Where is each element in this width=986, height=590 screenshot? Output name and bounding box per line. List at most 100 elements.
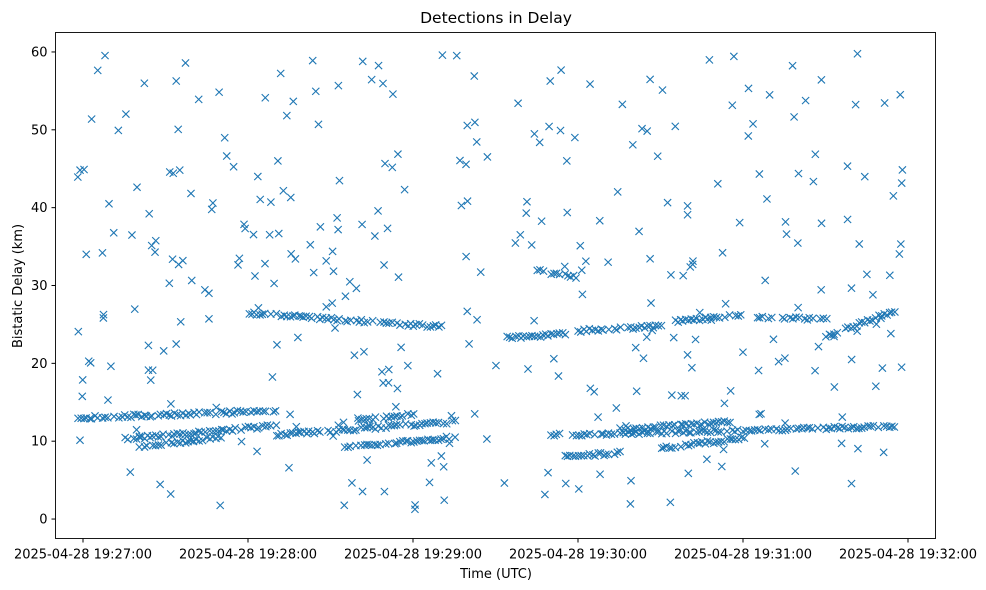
data-point xyxy=(282,111,291,120)
data-point xyxy=(679,271,688,280)
data-point xyxy=(733,425,742,434)
data-point xyxy=(147,241,156,250)
data-point xyxy=(801,96,810,105)
data-point xyxy=(439,419,448,428)
data-point xyxy=(857,424,866,433)
data-point xyxy=(519,332,528,341)
data-point xyxy=(245,309,254,318)
data-point xyxy=(146,376,155,385)
data-point xyxy=(393,384,402,393)
data-point xyxy=(215,88,224,97)
data-point xyxy=(156,480,165,489)
data-point xyxy=(79,414,88,423)
data-point xyxy=(876,314,885,323)
data-point xyxy=(291,254,300,263)
chart-title: Detections in Delay xyxy=(420,9,572,27)
x-tick-label: 2025-04-28 19:30:00 xyxy=(509,548,647,563)
x-tick-label: 2025-04-28 19:32:00 xyxy=(839,548,977,563)
data-point xyxy=(718,248,727,257)
data-point xyxy=(350,351,359,360)
data-point xyxy=(439,462,448,471)
data-point xyxy=(704,420,713,429)
data-point xyxy=(653,152,662,161)
data-point xyxy=(151,248,160,257)
data-point xyxy=(817,75,826,84)
data-point xyxy=(871,382,880,391)
data-point xyxy=(234,260,243,269)
data-point xyxy=(712,313,721,322)
data-point xyxy=(379,378,388,387)
data-point xyxy=(560,262,569,271)
data-point xyxy=(601,450,610,459)
data-point xyxy=(594,413,603,422)
x-tick-label: 2025-04-28 19:27:00 xyxy=(14,548,152,563)
y-tick-label: 0 xyxy=(39,513,47,528)
data-point xyxy=(289,311,298,320)
data-point xyxy=(658,86,667,95)
data-point xyxy=(388,90,397,99)
data-point xyxy=(688,257,697,266)
data-point xyxy=(896,90,905,99)
data-point xyxy=(431,418,440,427)
data-point xyxy=(643,427,652,436)
data-point xyxy=(140,79,149,88)
data-point xyxy=(154,441,163,450)
data-point xyxy=(555,329,564,338)
data-point xyxy=(663,198,672,207)
data-point xyxy=(837,439,846,448)
data-point xyxy=(782,230,791,239)
data-point xyxy=(334,225,343,234)
data-point xyxy=(739,427,748,436)
data-point xyxy=(256,310,265,319)
data-point xyxy=(463,197,472,206)
data-point xyxy=(437,452,446,461)
data-point xyxy=(465,339,474,348)
data-point xyxy=(736,310,745,319)
data-point xyxy=(857,318,866,326)
data-point xyxy=(616,447,625,456)
data-point xyxy=(669,333,678,342)
data-point xyxy=(286,410,295,419)
data-point xyxy=(738,348,747,357)
data-point xyxy=(259,407,268,416)
data-point xyxy=(103,413,112,422)
data-point xyxy=(838,413,847,422)
data-point xyxy=(523,364,532,373)
data-point xyxy=(457,201,466,210)
data-point xyxy=(447,411,456,420)
data-point xyxy=(622,421,631,430)
data-point xyxy=(681,391,690,400)
data-point xyxy=(373,441,382,450)
data-point xyxy=(86,358,95,367)
data-point xyxy=(201,427,210,436)
data-point xyxy=(74,414,83,423)
data-point xyxy=(398,411,407,420)
data-point xyxy=(734,311,743,320)
data-point xyxy=(723,418,732,427)
data-point xyxy=(890,307,899,316)
data-point xyxy=(563,208,572,217)
data-point xyxy=(549,354,558,363)
data-point xyxy=(396,412,405,421)
data-point xyxy=(654,321,663,330)
data-point xyxy=(578,290,587,299)
data-point xyxy=(374,61,383,70)
data-point xyxy=(239,408,248,417)
data-point xyxy=(220,133,229,142)
data-point xyxy=(418,321,427,330)
data-point xyxy=(146,412,155,421)
data-point xyxy=(358,57,367,66)
data-point xyxy=(843,162,852,171)
data-point xyxy=(643,127,652,136)
data-point xyxy=(862,270,871,279)
data-point xyxy=(866,422,875,431)
data-point xyxy=(757,409,766,418)
data-point xyxy=(889,191,898,200)
data-point xyxy=(800,314,809,323)
data-point xyxy=(707,316,716,325)
data-point xyxy=(448,416,457,425)
data-point xyxy=(334,81,343,90)
data-point xyxy=(767,313,776,322)
data-point xyxy=(574,484,583,493)
data-point xyxy=(897,363,906,372)
